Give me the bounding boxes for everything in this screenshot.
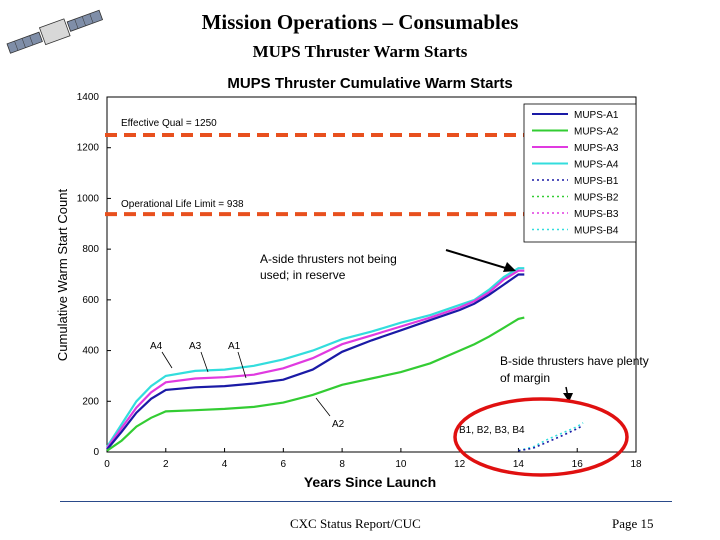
x-tick-label: 10 — [395, 459, 407, 470]
y-tick-label: 1200 — [77, 143, 100, 154]
footer-page-number: Page 15 — [612, 516, 654, 531]
y-axis-label: Cumulative Warm Start Count — [55, 189, 70, 362]
legend-box — [523, 103, 637, 243]
legend-label: MUPS-A1 — [574, 110, 619, 121]
legend-label: MUPS-B1 — [574, 176, 619, 187]
x-tick-label: 4 — [222, 459, 228, 470]
x-tick-label: 12 — [454, 459, 466, 470]
series-line-a2 — [106, 316, 525, 452]
y-tick-label: 800 — [82, 244, 99, 255]
y-tick-label: 1000 — [77, 193, 100, 204]
annotation-leader — [200, 351, 209, 373]
annotation-a2: A2 — [332, 419, 345, 430]
x-tick-label: 6 — [281, 459, 287, 470]
legend-label: MUPS-B4 — [574, 226, 619, 237]
series-line-a1 — [106, 273, 525, 451]
chart-title: MUPS Thruster Cumulative Warm Starts — [227, 75, 512, 92]
x-tick-label: 18 — [630, 459, 642, 470]
annotation-a4: A4 — [150, 341, 163, 352]
annotation-a-side-line2: used; in reserve — [260, 268, 346, 282]
x-tick-label: 8 — [339, 459, 345, 470]
threshold-label: Effective Qual = 1250 — [121, 118, 217, 129]
annotation-leader — [315, 397, 331, 417]
y-tick-label: 0 — [93, 447, 99, 458]
arrowhead-icon — [563, 393, 573, 402]
x-tick-label: 0 — [104, 459, 110, 470]
annotation-b-side-line1: B-side thrusters have plenty — [500, 354, 649, 368]
legend-label: MUPS-A3 — [574, 143, 619, 154]
footer-report-name: CXC Status Report/CUC — [290, 516, 421, 531]
threshold-label: Operational Life Limit = 938 — [121, 199, 244, 210]
b-side-highlight-ellipse — [453, 397, 629, 477]
legend-label: MUPS-B3 — [574, 209, 619, 220]
annotation-b-side-line2: of margin — [500, 371, 550, 385]
satellite-logo-icon — [6, 9, 104, 54]
slide-title: Mission Operations – Consumables — [201, 10, 519, 34]
legend-label: MUPS-B2 — [574, 193, 619, 204]
arrowhead-icon — [503, 262, 516, 272]
y-tick-label: 600 — [82, 295, 99, 306]
annotation-a-side-line1: A-side thrusters not being — [260, 252, 397, 266]
x-axis-label: Years Since Launch — [304, 474, 436, 490]
legend-label: MUPS-A2 — [574, 127, 619, 138]
series-line-a4 — [106, 267, 525, 448]
annotation-b-series: B1, B2, B3, B4 — [459, 425, 525, 436]
annotation-leader — [237, 351, 247, 379]
annotation-a3: A3 — [189, 341, 202, 352]
annotation-arrow-a-side — [445, 249, 513, 271]
y-tick-label: 1400 — [77, 92, 100, 103]
legend-label: MUPS-A4 — [574, 160, 619, 171]
slide-subtitle: MUPS Thruster Warm Starts — [252, 42, 468, 61]
y-tick-label: 200 — [82, 396, 99, 407]
annotation-a1: A1 — [228, 341, 241, 352]
x-tick-label: 14 — [513, 459, 525, 470]
x-tick-label: 16 — [572, 459, 584, 470]
annotation-leader — [161, 351, 173, 369]
series-line-a3 — [106, 269, 525, 449]
footer-divider — [60, 501, 672, 502]
y-tick-label: 400 — [82, 346, 99, 357]
x-tick-label: 2 — [163, 459, 169, 470]
